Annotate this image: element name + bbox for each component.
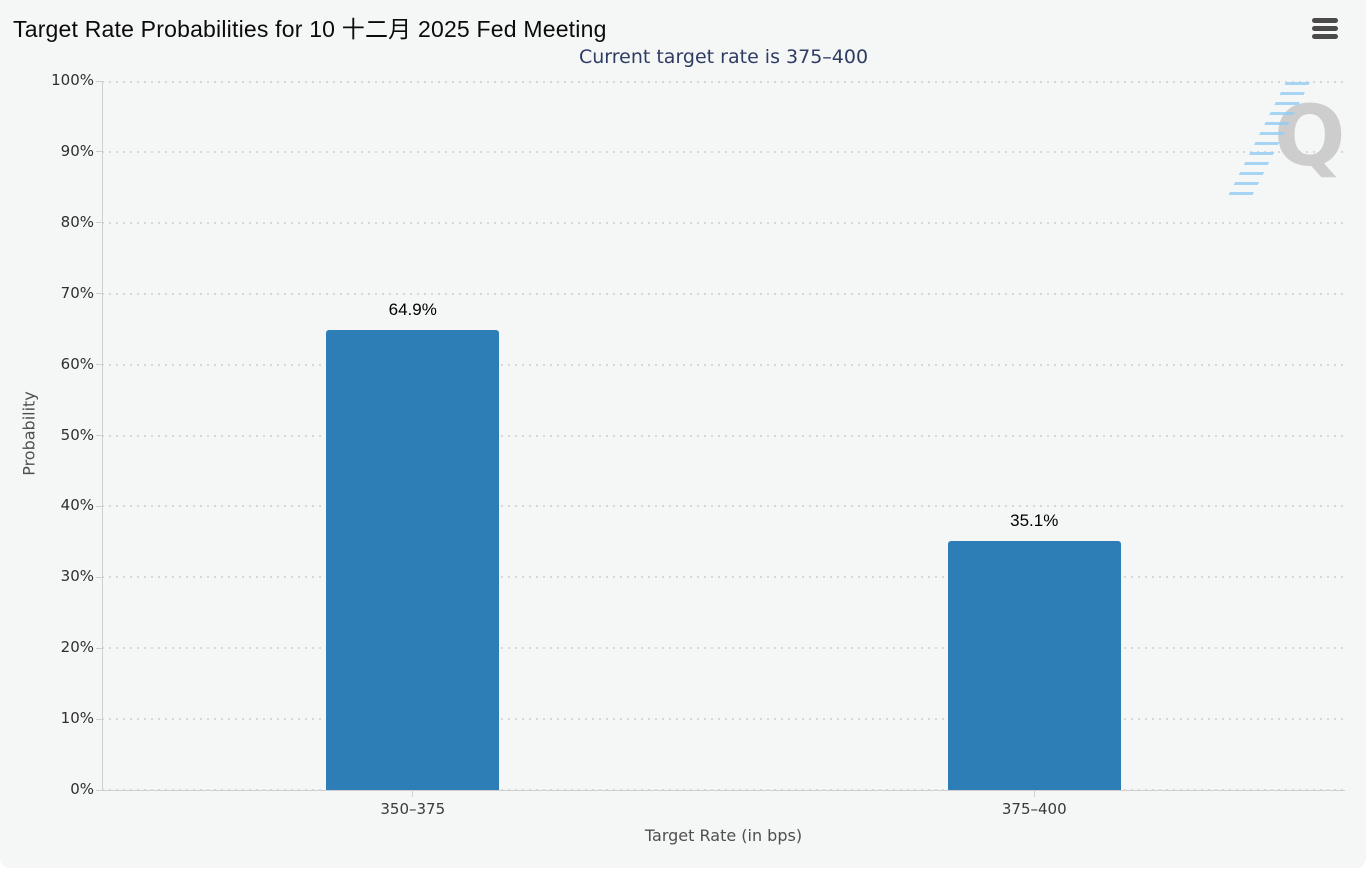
y-tick-label: 50% bbox=[60, 425, 94, 444]
y-axis-title: Probability bbox=[19, 391, 39, 476]
y-tick-label: 100% bbox=[51, 71, 94, 89]
x-axis-line bbox=[102, 790, 1345, 791]
bar-value-label: 35.1% bbox=[1010, 511, 1059, 531]
y-tick-label: 60% bbox=[60, 354, 94, 373]
y-tick-label: 10% bbox=[60, 709, 94, 728]
y-tick-label: 20% bbox=[60, 638, 94, 657]
y-axis-tick bbox=[96, 364, 102, 366]
gridline bbox=[102, 221, 1345, 224]
y-axis-tick bbox=[96, 718, 102, 720]
hamburger-menu-icon bbox=[1312, 18, 1338, 39]
x-tick-label: 375–400 bbox=[1001, 800, 1067, 818]
bar-375–400[interactable] bbox=[947, 541, 1121, 790]
y-tick-label: 80% bbox=[60, 212, 94, 231]
y-tick-label: 90% bbox=[60, 141, 94, 160]
y-axis-tick bbox=[96, 576, 102, 578]
plot-area bbox=[96, 80, 1345, 797]
chart-context-menu-button[interactable] bbox=[1302, 11, 1348, 49]
y-tick-label: 70% bbox=[60, 283, 94, 302]
gridline bbox=[102, 292, 1345, 295]
gridline bbox=[102, 505, 1345, 508]
y-tick-label: 40% bbox=[60, 496, 94, 515]
gridline bbox=[102, 81, 1345, 83]
y-axis-tick bbox=[96, 435, 102, 436]
gridline bbox=[102, 434, 1345, 437]
y-tick-label: 30% bbox=[60, 567, 94, 586]
y-axis-tick bbox=[96, 647, 102, 649]
y-axis-tick bbox=[96, 789, 102, 791]
y-axis-tick bbox=[96, 293, 102, 295]
y-tick-label: 0% bbox=[70, 780, 94, 798]
gridline bbox=[102, 150, 1345, 153]
x-axis-tick bbox=[1033, 791, 1035, 797]
gridline bbox=[102, 363, 1345, 366]
bar-350–375[interactable] bbox=[326, 329, 500, 790]
gridline bbox=[102, 576, 1345, 579]
x-axis-tick bbox=[412, 791, 414, 797]
y-axis-tick bbox=[96, 80, 102, 82]
x-tick-label: 350–375 bbox=[380, 800, 446, 818]
x-axis-title: Target Rate (in bps) bbox=[644, 826, 803, 845]
y-axis-line bbox=[102, 81, 103, 790]
chart-subtitle: Current target rate is 375–400 bbox=[578, 46, 869, 68]
gridline bbox=[102, 718, 1345, 721]
y-axis-tick bbox=[96, 505, 102, 507]
y-axis-tick bbox=[96, 222, 102, 224]
gridline bbox=[102, 647, 1345, 650]
page-bottom-gap bbox=[0, 868, 1366, 876]
y-axis-tick bbox=[96, 151, 102, 153]
chart-title: Target Rate Probabilities for 10 十二月 202… bbox=[13, 16, 607, 42]
bar-value-label: 64.9% bbox=[388, 299, 437, 319]
